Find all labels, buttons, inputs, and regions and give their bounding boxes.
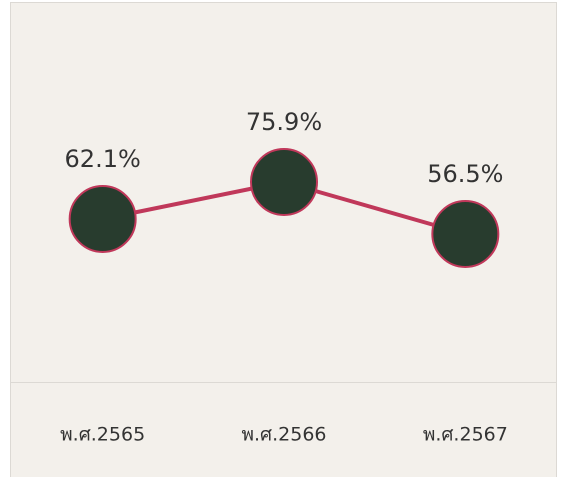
value-label: 62.1% (65, 145, 141, 173)
point (68, 184, 137, 253)
point (250, 148, 318, 216)
x-tick-label: พ.ศ.2565 (60, 424, 145, 446)
value-label: 75.9% (246, 108, 322, 136)
value-label: 56.5% (427, 160, 503, 188)
point (431, 200, 500, 268)
x-tick-label: พ.ศ.2567 (423, 424, 508, 446)
x-tick-label: พ.ศ.2566 (241, 424, 326, 446)
